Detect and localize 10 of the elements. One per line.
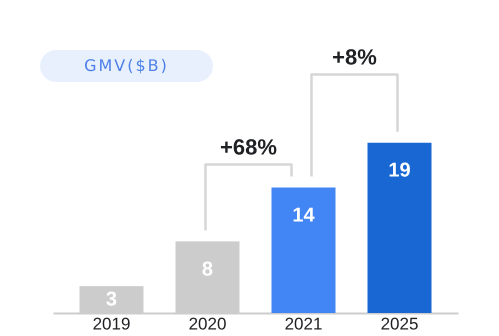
x-tick-label: 2019 xyxy=(92,314,130,334)
bar xyxy=(368,142,432,313)
text: +8% xyxy=(332,44,377,70)
annotation: +68% xyxy=(220,134,277,160)
x-tick-label: 2025 xyxy=(380,314,418,334)
x-tick-label: 2020 xyxy=(188,314,226,334)
data-label: 14 xyxy=(292,204,316,227)
bar xyxy=(272,188,336,313)
data-label: 19 xyxy=(388,160,411,182)
x-tick-label: 2021 xyxy=(284,314,322,334)
